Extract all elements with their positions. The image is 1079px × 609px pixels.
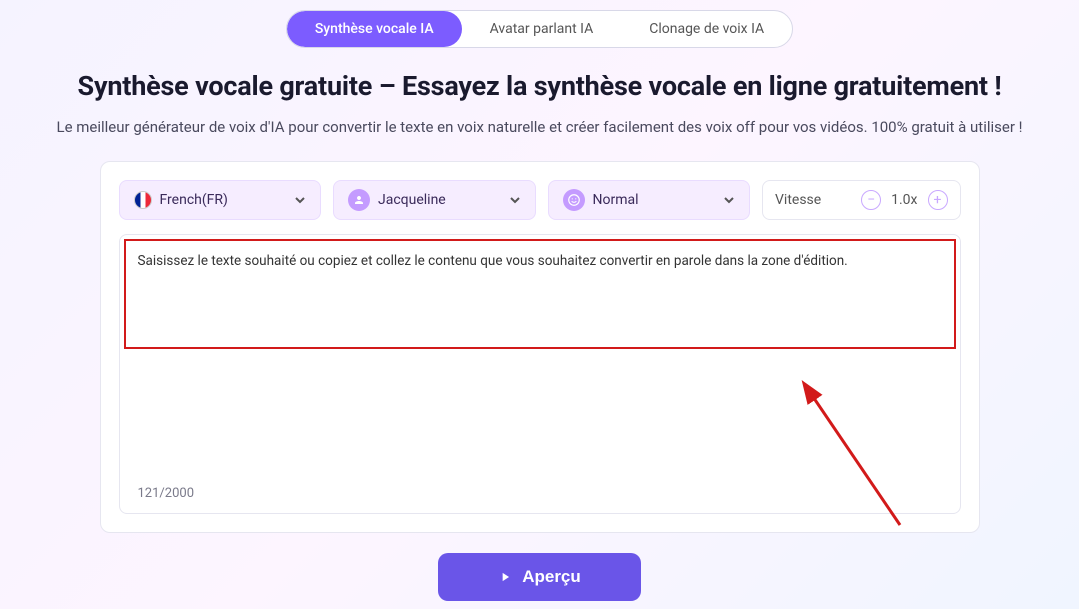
chevron-down-icon — [723, 194, 735, 206]
tab-tts[interactable]: Synthèse vocale IA — [287, 11, 462, 47]
text-input[interactable] — [120, 235, 960, 465]
mood-select[interactable]: Normal — [548, 180, 751, 220]
speed-label: Vitesse — [775, 192, 821, 208]
chevron-down-icon — [509, 194, 521, 206]
language-select[interactable]: French(FR) — [119, 180, 322, 220]
voice-select[interactable]: Jacqueline — [333, 180, 536, 220]
chevron-down-icon — [294, 194, 306, 206]
page-title: Synthèse vocale gratuite – Essayez la sy… — [0, 70, 1079, 102]
mood-label: Normal — [593, 192, 639, 208]
text-editor: 121/2000 — [119, 234, 961, 514]
page-subtitle: Le meilleur générateur de voix d'IA pour… — [0, 116, 1079, 139]
play-icon — [498, 570, 512, 584]
smile-icon — [563, 189, 585, 211]
tab-bar: Synthèse vocale IA Avatar parlant IA Clo… — [0, 0, 1079, 48]
tab-clone[interactable]: Clonage de voix IA — [621, 11, 792, 47]
preview-button[interactable]: Aperçu — [438, 553, 641, 601]
flag-france-icon — [134, 191, 152, 209]
preview-button-label: Aperçu — [522, 567, 581, 587]
speed-increase-button[interactable]: + — [928, 190, 948, 210]
preview-row: Aperçu — [0, 553, 1079, 601]
person-icon — [348, 189, 370, 211]
editor-panel: French(FR) Jacqueline Normal — [100, 161, 980, 533]
char-counter: 121/2000 — [138, 486, 195, 501]
tab-avatar[interactable]: Avatar parlant IA — [462, 11, 622, 47]
language-label: French(FR) — [160, 192, 228, 208]
speed-decrease-button[interactable]: − — [861, 190, 881, 210]
speed-control: Vitesse − 1.0x + — [762, 180, 961, 220]
controls-row: French(FR) Jacqueline Normal — [119, 180, 961, 220]
voice-label: Jacqueline — [378, 192, 446, 208]
speed-value: 1.0x — [891, 192, 917, 208]
tab-bar-inner: Synthèse vocale IA Avatar parlant IA Clo… — [286, 10, 793, 48]
